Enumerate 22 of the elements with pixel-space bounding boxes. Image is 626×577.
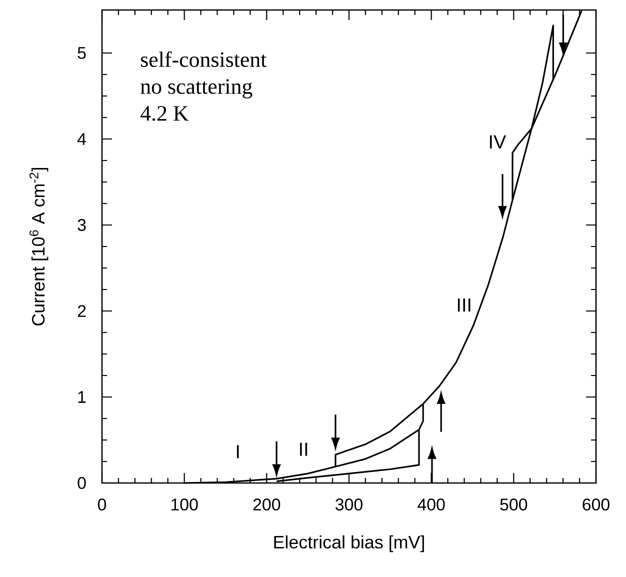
- x-tick-label: 500: [500, 498, 528, 511]
- annotation: self-consistent: [141, 51, 267, 68]
- x-tick-label: 300: [336, 498, 362, 511]
- y-tick-label: 2: [78, 305, 86, 317]
- y-tick-label: 4: [77, 133, 86, 145]
- annotation: 4.2 K: [140, 106, 189, 121]
- annotation: no scattering: [140, 79, 252, 98]
- annotation: III: [458, 298, 470, 312]
- y-tick-label: 3: [78, 219, 86, 231]
- x-tick-label: 0: [98, 498, 106, 511]
- annotation: I: [236, 445, 239, 458]
- x-tick-label: 400: [418, 498, 445, 511]
- annotation: II: [300, 442, 308, 456]
- y-tick-label: 1: [78, 391, 86, 403]
- annotation: IV: [490, 135, 506, 148]
- x-tick-label: 100: [172, 498, 198, 511]
- x-axis-title: Electrical bias [mV]: [274, 535, 424, 552]
- y-tick-label: 5: [78, 47, 86, 59]
- x-tick-label: 600: [582, 498, 610, 511]
- y-axis-title: Current [10$^{6}$ A cm$^{-2}$]: [29, 168, 48, 326]
- y-tick-label: 0: [78, 477, 86, 489]
- x-tick-label: 200: [253, 498, 280, 511]
